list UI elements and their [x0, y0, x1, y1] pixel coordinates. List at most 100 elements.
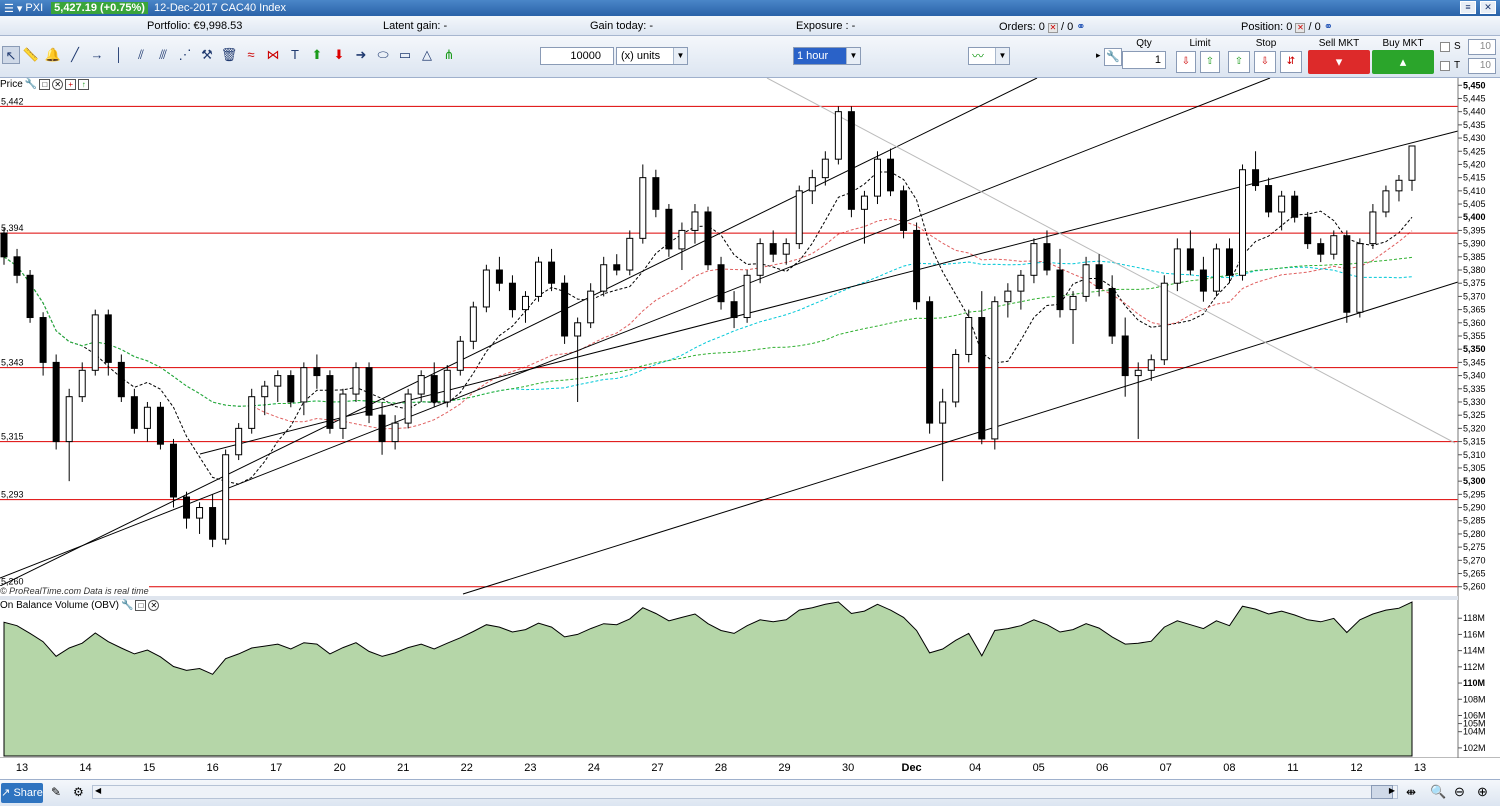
zigzag-icon[interactable]: ≈ [247, 47, 255, 62]
target-distance-input[interactable]: 10 [1468, 58, 1496, 74]
symbol-selector[interactable]: ☰ ▾ PXI [4, 2, 43, 15]
obv-tick-label: 106M [1463, 710, 1486, 720]
ellipse-icon[interactable]: ⬭ [377, 47, 389, 62]
wrench-icon[interactable]: 🔧 [120, 600, 134, 611]
maximize-icon[interactable]: □ [135, 600, 147, 611]
stop-checkbox[interactable] [1440, 42, 1450, 52]
wrench-icon[interactable]: 🔧 [1104, 48, 1122, 66]
close-panel-icon[interactable]: ✕ [148, 600, 160, 611]
scroll-left-icon[interactable]: ◀ [95, 786, 102, 795]
price-tick-label: 5,280 [1463, 529, 1486, 539]
right-arrow-icon[interactable]: ➜ [355, 47, 367, 62]
share-icon: ↗ [1, 787, 11, 799]
qty-input[interactable]: 1 [1122, 51, 1166, 69]
candle-body [939, 401, 947, 424]
price-tick-label: 5,315 [1463, 437, 1486, 447]
zoom-fit-icon[interactable]: 🔍 [1430, 784, 1447, 799]
buy-market-button[interactable]: ▴ [1372, 50, 1434, 74]
collapse-arrow-icon[interactable]: ▸ [1096, 50, 1101, 60]
position-close-icon[interactable]: ✕ [1295, 23, 1306, 33]
scroll-right-icon[interactable]: ▶ [1388, 786, 1395, 795]
target-checkbox[interactable] [1440, 61, 1450, 71]
candle-body [130, 396, 138, 429]
ruler-icon[interactable]: 📏 [22, 47, 40, 62]
horizontal-scrollbar[interactable]: ◀ ▶ [92, 785, 1398, 799]
tools-icon[interactable]: ⚒ [201, 47, 213, 62]
triangle-icon[interactable]: △ [422, 47, 432, 62]
units-input[interactable]: 10000 [540, 47, 614, 65]
candle-body [156, 406, 164, 445]
stop-distance-input[interactable]: 10 [1468, 39, 1496, 55]
menu-icon[interactable]: ≡ [1460, 1, 1476, 14]
candle-body [1134, 369, 1142, 377]
candle-body [1212, 248, 1220, 292]
fan-lines-icon[interactable]: ⋰ [178, 47, 192, 62]
dropdown-arrow-icon[interactable]: ▾ [16, 2, 23, 15]
chart-settings-icon[interactable]: ⚙ [73, 785, 84, 799]
zoom-in-icon[interactable]: ⊕ [1477, 784, 1488, 799]
add-indicator-icon[interactable]: + [65, 79, 77, 90]
obv-tick-label: 110M [1463, 678, 1485, 688]
candle-body [991, 301, 999, 440]
candle-body [600, 264, 608, 292]
channel-icon[interactable]: ⫽ [138, 47, 144, 62]
units-select[interactable]: (x) units ▼ [616, 47, 688, 65]
orders-cancel-icon[interactable]: ✕ [1047, 23, 1058, 33]
limit-sell-icon[interactable]: ⇩ [1176, 51, 1196, 73]
time-axis-label: 30 [841, 762, 855, 774]
obv-tick-label: 105M [1463, 719, 1486, 729]
timeframe-select[interactable]: 1 hour ▼ [793, 47, 861, 65]
chart-canvas[interactable]: 5,450 5,445 5,440 5,435 5,430 5,425 5,420 5,415… [0, 77, 1500, 759]
rectangle-icon[interactable]: ▭ [398, 47, 412, 62]
time-axis-label: 15 [142, 762, 156, 774]
scrollbar-thumb[interactable] [1371, 785, 1393, 799]
candle-body [0, 232, 8, 258]
pointer-icon[interactable]: ↖ [2, 46, 20, 64]
candle-body [626, 237, 634, 271]
candle-body [808, 177, 816, 192]
candle-body [1330, 235, 1338, 255]
candle-body [1199, 269, 1207, 292]
trash-icon[interactable]: 🗑 [220, 47, 238, 62]
ray-icon[interactable]: → [90, 47, 104, 62]
zoom-out-icon[interactable]: ⊖ [1454, 784, 1465, 799]
pitchfork-icon[interactable]: ⋔ [443, 47, 455, 62]
text-tool-icon[interactable]: T [291, 47, 299, 62]
trailing-stop-icon[interactable]: ⇵ [1280, 51, 1302, 73]
stop-buy-icon[interactable]: ⇧ [1228, 51, 1250, 73]
drawing-tools-icon[interactable]: ✎ [51, 785, 62, 799]
wrench-icon[interactable]: 🔧 [24, 79, 38, 90]
alert-bell-icon[interactable]: 🔔 [44, 47, 62, 62]
candle-body [587, 290, 595, 324]
price-tick-label: 5,330 [1463, 397, 1486, 407]
trendline-icon[interactable]: ╱ [71, 47, 79, 62]
fibonacci-icon[interactable]: ⋈ [266, 47, 280, 62]
time-axis-label: 14 [79, 762, 92, 774]
candle-body [834, 111, 842, 160]
maximize-icon[interactable]: □ [39, 79, 51, 90]
parallel-lines-icon[interactable]: ⫻ [159, 47, 167, 62]
share-button[interactable]: ↗ Share [1, 783, 43, 803]
move-up-icon[interactable]: ↑ [78, 79, 90, 90]
sell-market-button[interactable]: ▾ [1308, 50, 1370, 74]
price-tick-label: 5,270 [1463, 555, 1486, 565]
time-axis-label: 04 [969, 762, 982, 774]
buy-arrow-icon[interactable]: ⬆ [311, 47, 323, 62]
autoscale-icon[interactable]: ⇼ [1406, 785, 1417, 799]
candle-body [117, 361, 125, 398]
orders-link-icon[interactable]: ⚭ [1076, 21, 1086, 33]
position-link-icon[interactable]: ⚭ [1323, 21, 1334, 33]
window-menu-icon[interactable]: ☰ [4, 2, 14, 15]
indicators-button[interactable]: 〰 ▼ [968, 47, 1010, 65]
candle-body [495, 269, 503, 284]
vertical-line-icon[interactable]: │ [114, 47, 124, 62]
stop-sell-icon[interactable]: ⇩ [1254, 51, 1276, 73]
close-panel-icon[interactable]: ✕ [52, 79, 64, 90]
candle-body [639, 177, 647, 239]
candle-body [887, 158, 895, 192]
limit-buy-icon[interactable]: ⇧ [1200, 51, 1220, 73]
close-icon[interactable]: ✕ [1480, 1, 1496, 14]
chart-area[interactable]: 5,450 5,445 5,440 5,435 5,430 5,425 5,420 5,415… [0, 77, 1500, 774]
sell-arrow-icon[interactable]: ⬇ [333, 47, 345, 62]
candle-body [1173, 248, 1181, 284]
